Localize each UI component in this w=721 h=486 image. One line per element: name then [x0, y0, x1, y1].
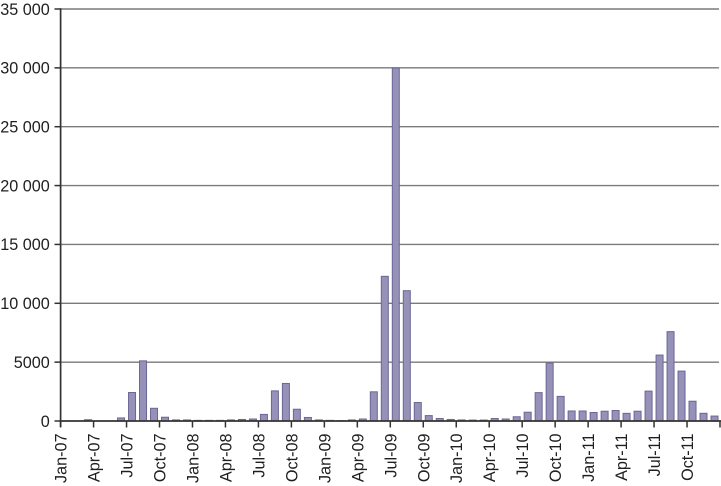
svg-text:Oct-09: Oct-09 — [415, 434, 433, 483]
svg-text:Oct-10: Oct-10 — [547, 434, 565, 483]
svg-text:Jan-07: Jan-07 — [53, 434, 71, 484]
svg-text:Jan-10: Jan-10 — [448, 434, 466, 484]
svg-text:35 000: 35 000 — [0, 1, 50, 19]
svg-text:25 000: 25 000 — [0, 119, 50, 137]
svg-text:Apr-08: Apr-08 — [217, 434, 235, 483]
svg-text:5000: 5000 — [14, 354, 50, 372]
svg-text:20 000: 20 000 — [0, 177, 50, 195]
svg-text:Apr-10: Apr-10 — [481, 434, 499, 483]
svg-text:Oct-11: Oct-11 — [679, 434, 697, 481]
svg-text:15 000: 15 000 — [0, 236, 50, 254]
svg-text:Jul-08: Jul-08 — [250, 434, 268, 478]
svg-text:Apr-07: Apr-07 — [86, 434, 104, 483]
svg-text:Jan-11: Jan-11 — [580, 434, 598, 482]
svg-text:Jul-11: Jul-11 — [646, 434, 664, 477]
svg-text:Jan-09: Jan-09 — [316, 434, 334, 484]
svg-text:Apr-11: Apr-11 — [613, 434, 631, 481]
svg-text:0: 0 — [41, 413, 50, 431]
svg-text:Jan-08: Jan-08 — [184, 434, 202, 484]
svg-text:Oct-07: Oct-07 — [152, 434, 170, 483]
svg-text:10 000: 10 000 — [0, 295, 50, 313]
svg-text:Oct-08: Oct-08 — [283, 434, 301, 483]
svg-text:30 000: 30 000 — [0, 60, 50, 78]
svg-text:Apr-09: Apr-09 — [349, 434, 367, 483]
svg-text:Jul-07: Jul-07 — [119, 434, 137, 478]
svg-text:Jul-10: Jul-10 — [514, 434, 532, 478]
svg-text:Jul-09: Jul-09 — [382, 434, 400, 478]
